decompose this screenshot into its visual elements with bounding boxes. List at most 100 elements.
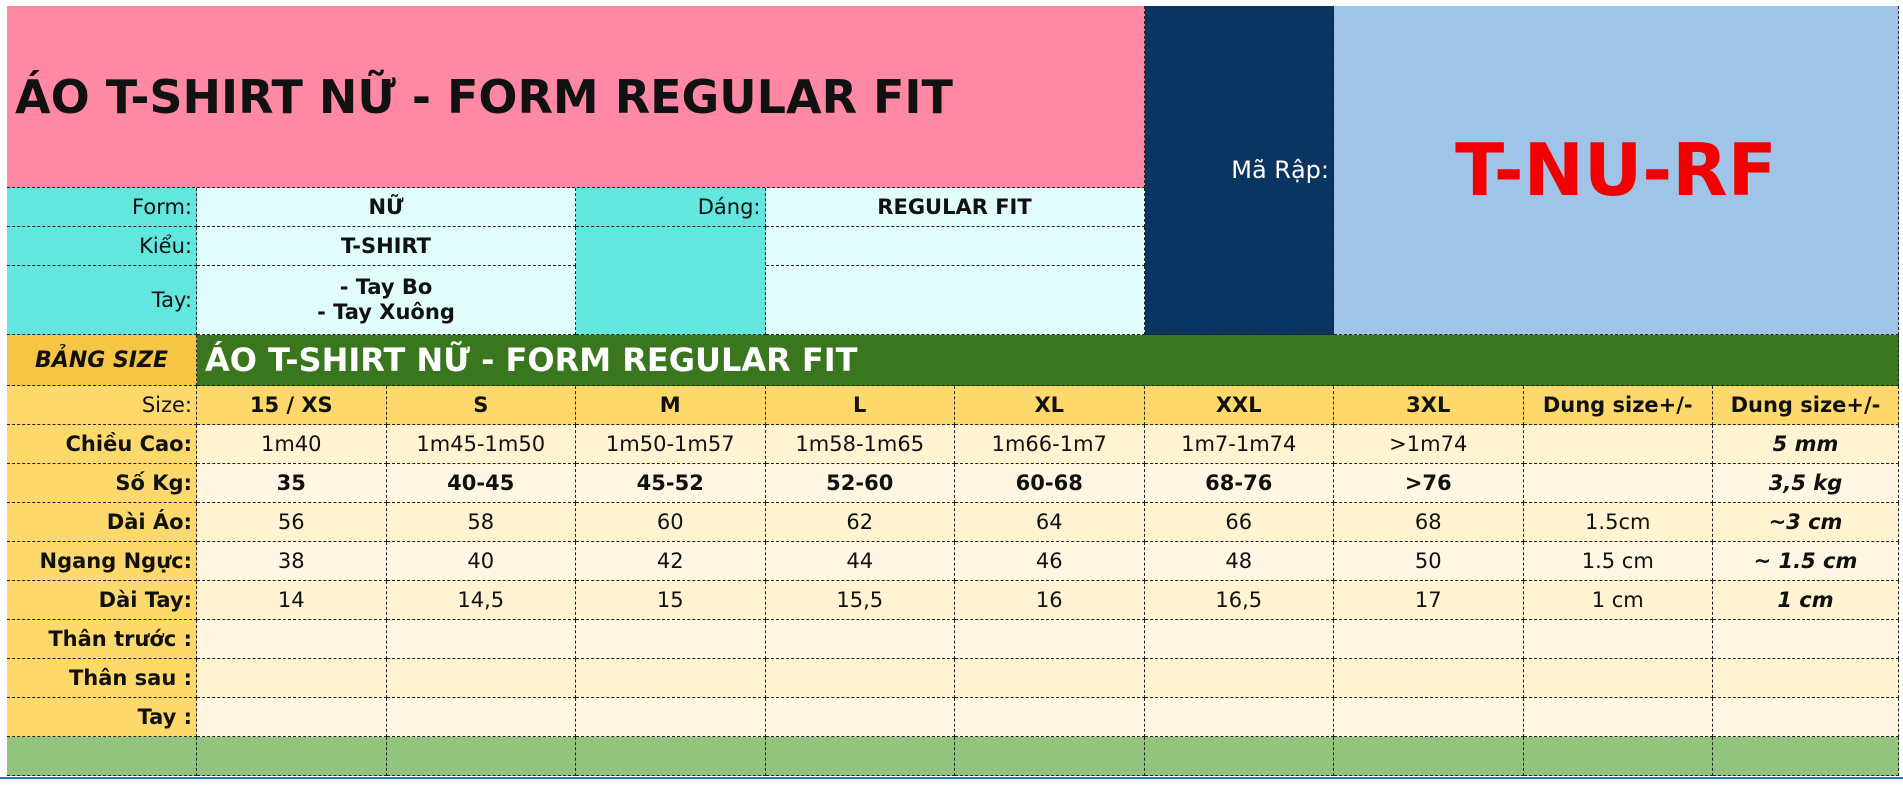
table-cell[interactable] (1334, 659, 1524, 698)
ma-rap-value[interactable]: T-NU-RF (1334, 6, 1899, 335)
table-cell[interactable]: 66 (1144, 503, 1334, 542)
size-header-cell[interactable]: L (765, 386, 955, 425)
row-label[interactable]: Thân trước : (7, 620, 197, 659)
size-header-cell[interactable]: Dung size+/- (1523, 386, 1713, 425)
size-header-cell[interactable]: 15 / XS (197, 386, 387, 425)
row-label[interactable]: Dài Áo: (7, 503, 197, 542)
footer-cell[interactable] (1523, 737, 1713, 776)
table-cell[interactable]: 62 (765, 503, 955, 542)
row-label[interactable]: Tay : (7, 698, 197, 737)
table-cell[interactable]: 42 (576, 542, 766, 581)
table-cell[interactable] (955, 698, 1145, 737)
table-cell[interactable]: 1 cm (1713, 581, 1899, 620)
table-cell[interactable]: 5 mm (1713, 425, 1899, 464)
footer-cell[interactable] (1144, 737, 1334, 776)
table-cell[interactable] (386, 620, 576, 659)
table-cell[interactable] (386, 659, 576, 698)
table-cell[interactable] (1523, 425, 1713, 464)
size-header-cell[interactable]: XL (955, 386, 1145, 425)
size-header-cell[interactable]: XXL (1144, 386, 1334, 425)
table-cell[interactable] (1523, 464, 1713, 503)
table-cell[interactable] (197, 620, 387, 659)
table-cell[interactable] (1523, 659, 1713, 698)
table-cell[interactable] (576, 659, 766, 698)
table-cell[interactable] (1144, 698, 1334, 737)
table-cell[interactable] (1713, 698, 1899, 737)
footer-cell[interactable] (1334, 737, 1524, 776)
footer-cell[interactable] (576, 737, 766, 776)
footer-cell[interactable] (955, 737, 1145, 776)
table-cell[interactable]: >1m74 (1334, 425, 1524, 464)
table-cell[interactable] (197, 698, 387, 737)
table-cell[interactable] (576, 620, 766, 659)
dang-value[interactable]: REGULAR FIT (765, 188, 1145, 227)
table-cell[interactable]: 60-68 (955, 464, 1145, 503)
table-cell[interactable]: 48 (1144, 542, 1334, 581)
table-cell[interactable] (955, 620, 1145, 659)
table-cell[interactable]: 1m58-1m65 (765, 425, 955, 464)
size-header-cell[interactable]: Dung size+/- (1713, 386, 1899, 425)
table-cell[interactable]: 1.5 cm (1523, 542, 1713, 581)
table-cell[interactable]: 68-76 (1144, 464, 1334, 503)
table-cell[interactable]: 15,5 (765, 581, 955, 620)
table-cell[interactable] (1523, 620, 1713, 659)
table-cell[interactable]: 50 (1334, 542, 1524, 581)
table-cell[interactable]: 40-45 (386, 464, 576, 503)
table-cell[interactable]: 1m50-1m57 (576, 425, 766, 464)
table-cell[interactable] (1713, 659, 1899, 698)
empty-cell[interactable] (765, 266, 1145, 335)
table-cell[interactable] (1334, 698, 1524, 737)
table-cell[interactable]: 3,5 kg (1713, 464, 1899, 503)
dang-label[interactable]: Dáng: (576, 188, 766, 227)
table-cell[interactable] (1523, 698, 1713, 737)
form-label[interactable]: Form: (7, 188, 197, 227)
row-label[interactable]: Chiều Cao: (7, 425, 197, 464)
table-cell[interactable]: 58 (386, 503, 576, 542)
table-cell[interactable] (576, 698, 766, 737)
row-label[interactable]: Dài Tay: (7, 581, 197, 620)
table-cell[interactable] (1144, 659, 1334, 698)
row-label[interactable]: Số Kg: (7, 464, 197, 503)
footer-cell[interactable] (386, 737, 576, 776)
size-table-title[interactable]: ÁO T-SHIRT NỮ - FORM REGULAR FIT (197, 335, 1899, 386)
table-cell[interactable] (955, 659, 1145, 698)
table-cell[interactable]: 40 (386, 542, 576, 581)
table-cell[interactable] (765, 698, 955, 737)
table-cell[interactable]: 56 (197, 503, 387, 542)
empty-cell[interactable] (765, 227, 1145, 266)
table-cell[interactable]: 68 (1334, 503, 1524, 542)
table-cell[interactable]: 1 cm (1523, 581, 1713, 620)
table-cell[interactable]: 15 (576, 581, 766, 620)
table-cell[interactable]: 45-52 (576, 464, 766, 503)
table-cell[interactable]: 1m40 (197, 425, 387, 464)
sheet-title[interactable]: ÁO T-SHIRT NỮ - FORM REGULAR FIT (7, 6, 1145, 188)
table-cell[interactable]: 1m7-1m74 (1144, 425, 1334, 464)
table-cell[interactable]: 17 (1334, 581, 1524, 620)
table-cell[interactable]: 16,5 (1144, 581, 1334, 620)
table-cell[interactable]: 1m45-1m50 (386, 425, 576, 464)
footer-cell[interactable] (7, 737, 197, 776)
table-cell[interactable]: ~ 1.5 cm (1713, 542, 1899, 581)
table-cell[interactable]: 14,5 (386, 581, 576, 620)
size-header-label[interactable]: Size: (7, 386, 197, 425)
table-cell[interactable]: ~3 cm (1713, 503, 1899, 542)
table-cell[interactable]: 46 (955, 542, 1145, 581)
empty-cell[interactable] (576, 227, 766, 335)
tay-value[interactable]: - Tay Bo - Tay Xuông (197, 266, 576, 335)
table-cell[interactable] (765, 659, 955, 698)
tay-label[interactable]: Tay: (7, 266, 197, 335)
form-value[interactable]: NỮ (197, 188, 576, 227)
table-cell[interactable] (1713, 620, 1899, 659)
bang-size-label[interactable]: BẢNG SIZE (7, 335, 197, 386)
table-cell[interactable] (386, 698, 576, 737)
table-cell[interactable] (197, 659, 387, 698)
row-label[interactable]: Thân sau : (7, 659, 197, 698)
size-header-cell[interactable]: M (576, 386, 766, 425)
size-header-cell[interactable]: S (386, 386, 576, 425)
table-cell[interactable]: 38 (197, 542, 387, 581)
table-cell[interactable]: 60 (576, 503, 766, 542)
table-cell[interactable]: 16 (955, 581, 1145, 620)
table-cell[interactable]: 44 (765, 542, 955, 581)
kieu-label[interactable]: Kiểu: (7, 227, 197, 266)
row-label[interactable]: Ngang Ngực: (7, 542, 197, 581)
